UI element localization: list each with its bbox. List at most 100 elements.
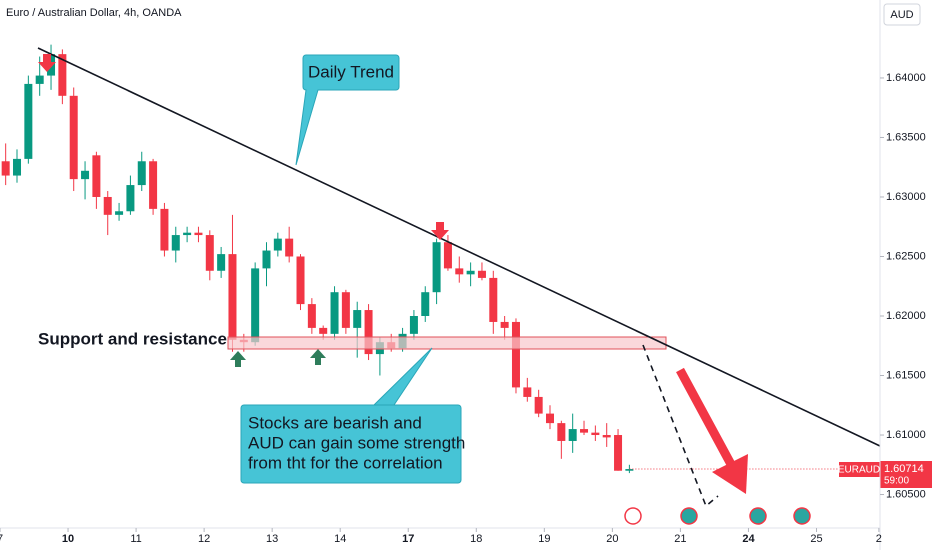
marker-up (230, 351, 246, 367)
trend-line (37, 47, 881, 447)
y-tick-label: 1.63500 (886, 131, 926, 143)
candle-body (477, 270, 486, 278)
event-icon[interactable] (624, 507, 642, 525)
candle-body (364, 310, 373, 355)
candle-body (341, 292, 350, 328)
x-tick-label: 25 (810, 533, 822, 545)
candle-body (137, 161, 146, 186)
candle-body (149, 161, 158, 209)
annotation: Stocks are bearish and (248, 413, 422, 432)
countdown: 59:00 (884, 476, 909, 487)
down-arrow-shaft (676, 367, 737, 471)
candle-body (432, 242, 441, 293)
candle-body (625, 469, 634, 471)
candle-body (194, 232, 203, 236)
projection-path (642, 344, 719, 508)
candle-body (580, 429, 589, 433)
candle-body (307, 304, 316, 328)
last-price-tag (880, 461, 932, 488)
symbol: EURAUD (838, 465, 880, 476)
y-tick-label: 1.62500 (886, 250, 926, 262)
x-tick-label: 10 (62, 533, 74, 545)
event-icon[interactable] (680, 507, 698, 525)
candle-body (103, 196, 112, 215)
x-tick-label: 17 (402, 533, 414, 545)
marker-up (310, 349, 326, 365)
annotation: Support and resistance (38, 329, 227, 348)
currency-button[interactable] (883, 3, 921, 26)
candle-body (171, 235, 180, 251)
x-tick-label: 14 (334, 533, 346, 545)
x-tick-label: 19 (538, 533, 550, 545)
x-tick-label: 7 (0, 533, 3, 545)
candle-body (205, 235, 214, 271)
candle-body (183, 232, 192, 236)
candle-body (58, 54, 67, 96)
candle-body (511, 321, 520, 388)
y-tick-label: 1.61500 (886, 369, 926, 381)
annotation: AUD can gain some strength (248, 433, 465, 452)
x-tick-label: 12 (198, 533, 210, 545)
candle-body (81, 170, 90, 180)
callout (295, 54, 400, 166)
x-tick-label: 18 (470, 533, 482, 545)
candle-body (126, 185, 135, 212)
candle-body (273, 238, 282, 251)
candle-body (1, 161, 10, 176)
candle-body (24, 83, 33, 159)
candle-body (602, 435, 611, 438)
candle-body (614, 435, 623, 471)
candle-body (534, 396, 543, 414)
annotation: from tht for the correlation (248, 453, 443, 472)
candle-body (285, 238, 294, 257)
event-icon[interactable] (749, 507, 767, 525)
y-tick-label: 1.60500 (886, 488, 926, 500)
candle-body (546, 413, 554, 424)
candle-body (466, 270, 475, 275)
candle-body (523, 387, 532, 397)
marker-down (431, 222, 449, 240)
y-tick-label: 1.62000 (886, 310, 926, 322)
candle-body (296, 256, 305, 305)
candle-body (115, 211, 124, 215)
candle-body (319, 327, 328, 334)
candle-body (217, 254, 226, 271)
candle-body (568, 429, 577, 441)
candle-body (500, 321, 509, 328)
callout (240, 347, 462, 484)
marker-down (38, 54, 56, 72)
x-tick-label: 21 (674, 533, 686, 545)
candle-body (489, 277, 498, 322)
y-tick-label: 1.63000 (886, 191, 926, 203)
symbol-tag (839, 462, 880, 477)
candle-body (262, 250, 271, 269)
y-tick-label: 1.64000 (886, 72, 926, 84)
last-price: 1.60714 (884, 463, 924, 475)
candle-body (228, 254, 237, 340)
candle-body (421, 292, 430, 316)
candle-body (455, 268, 464, 275)
candle-body (35, 75, 44, 84)
candle-body (353, 310, 362, 328)
plot-area (1, 44, 880, 474)
x-tick-label: 13 (266, 533, 278, 545)
down-arrow-head (712, 454, 748, 494)
currency[interactable]: AUD (890, 9, 913, 21)
support-zone (227, 336, 667, 350)
candle-body (69, 95, 78, 180)
event-icon[interactable] (793, 507, 811, 525)
candle-body (92, 155, 101, 197)
candle-body (160, 208, 169, 251)
candle-body (251, 268, 260, 343)
candle-body (13, 158, 22, 176)
x-tick-label: 2 (876, 533, 882, 545)
candle-body (591, 432, 600, 436)
candle-body (409, 315, 418, 334)
candle-body (443, 242, 452, 269)
y-tick-label: 1.61000 (886, 429, 926, 441)
x-tick-label: 24 (742, 533, 755, 545)
chart-title: Euro / Australian Dollar, 4h, OANDA (6, 7, 182, 19)
candle-body (330, 292, 339, 334)
